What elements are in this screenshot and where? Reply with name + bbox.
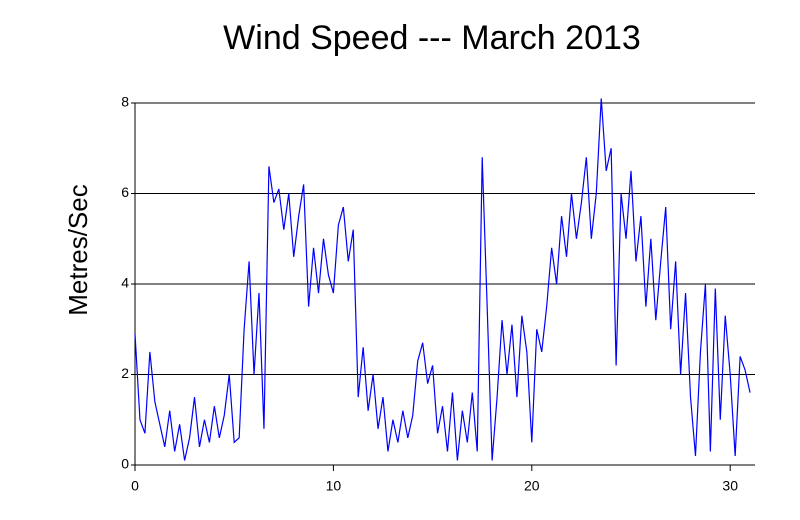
x-tick-label: 30 <box>722 478 738 494</box>
y-tick-label: 4 <box>121 275 129 291</box>
x-tick-label: 0 <box>131 478 139 494</box>
y-tick-label: 6 <box>121 184 129 200</box>
data-line <box>134 98 751 461</box>
y-tick-label: 8 <box>121 94 129 110</box>
y-axis-label: Metres/Sec <box>63 184 93 316</box>
chart-title: Wind Speed --- March 2013 <box>223 19 641 57</box>
y-tick-label: 2 <box>121 365 129 381</box>
y-tick-label: 0 <box>121 456 129 472</box>
x-tick-label: 20 <box>524 478 540 494</box>
x-tick-label: 10 <box>326 478 342 494</box>
